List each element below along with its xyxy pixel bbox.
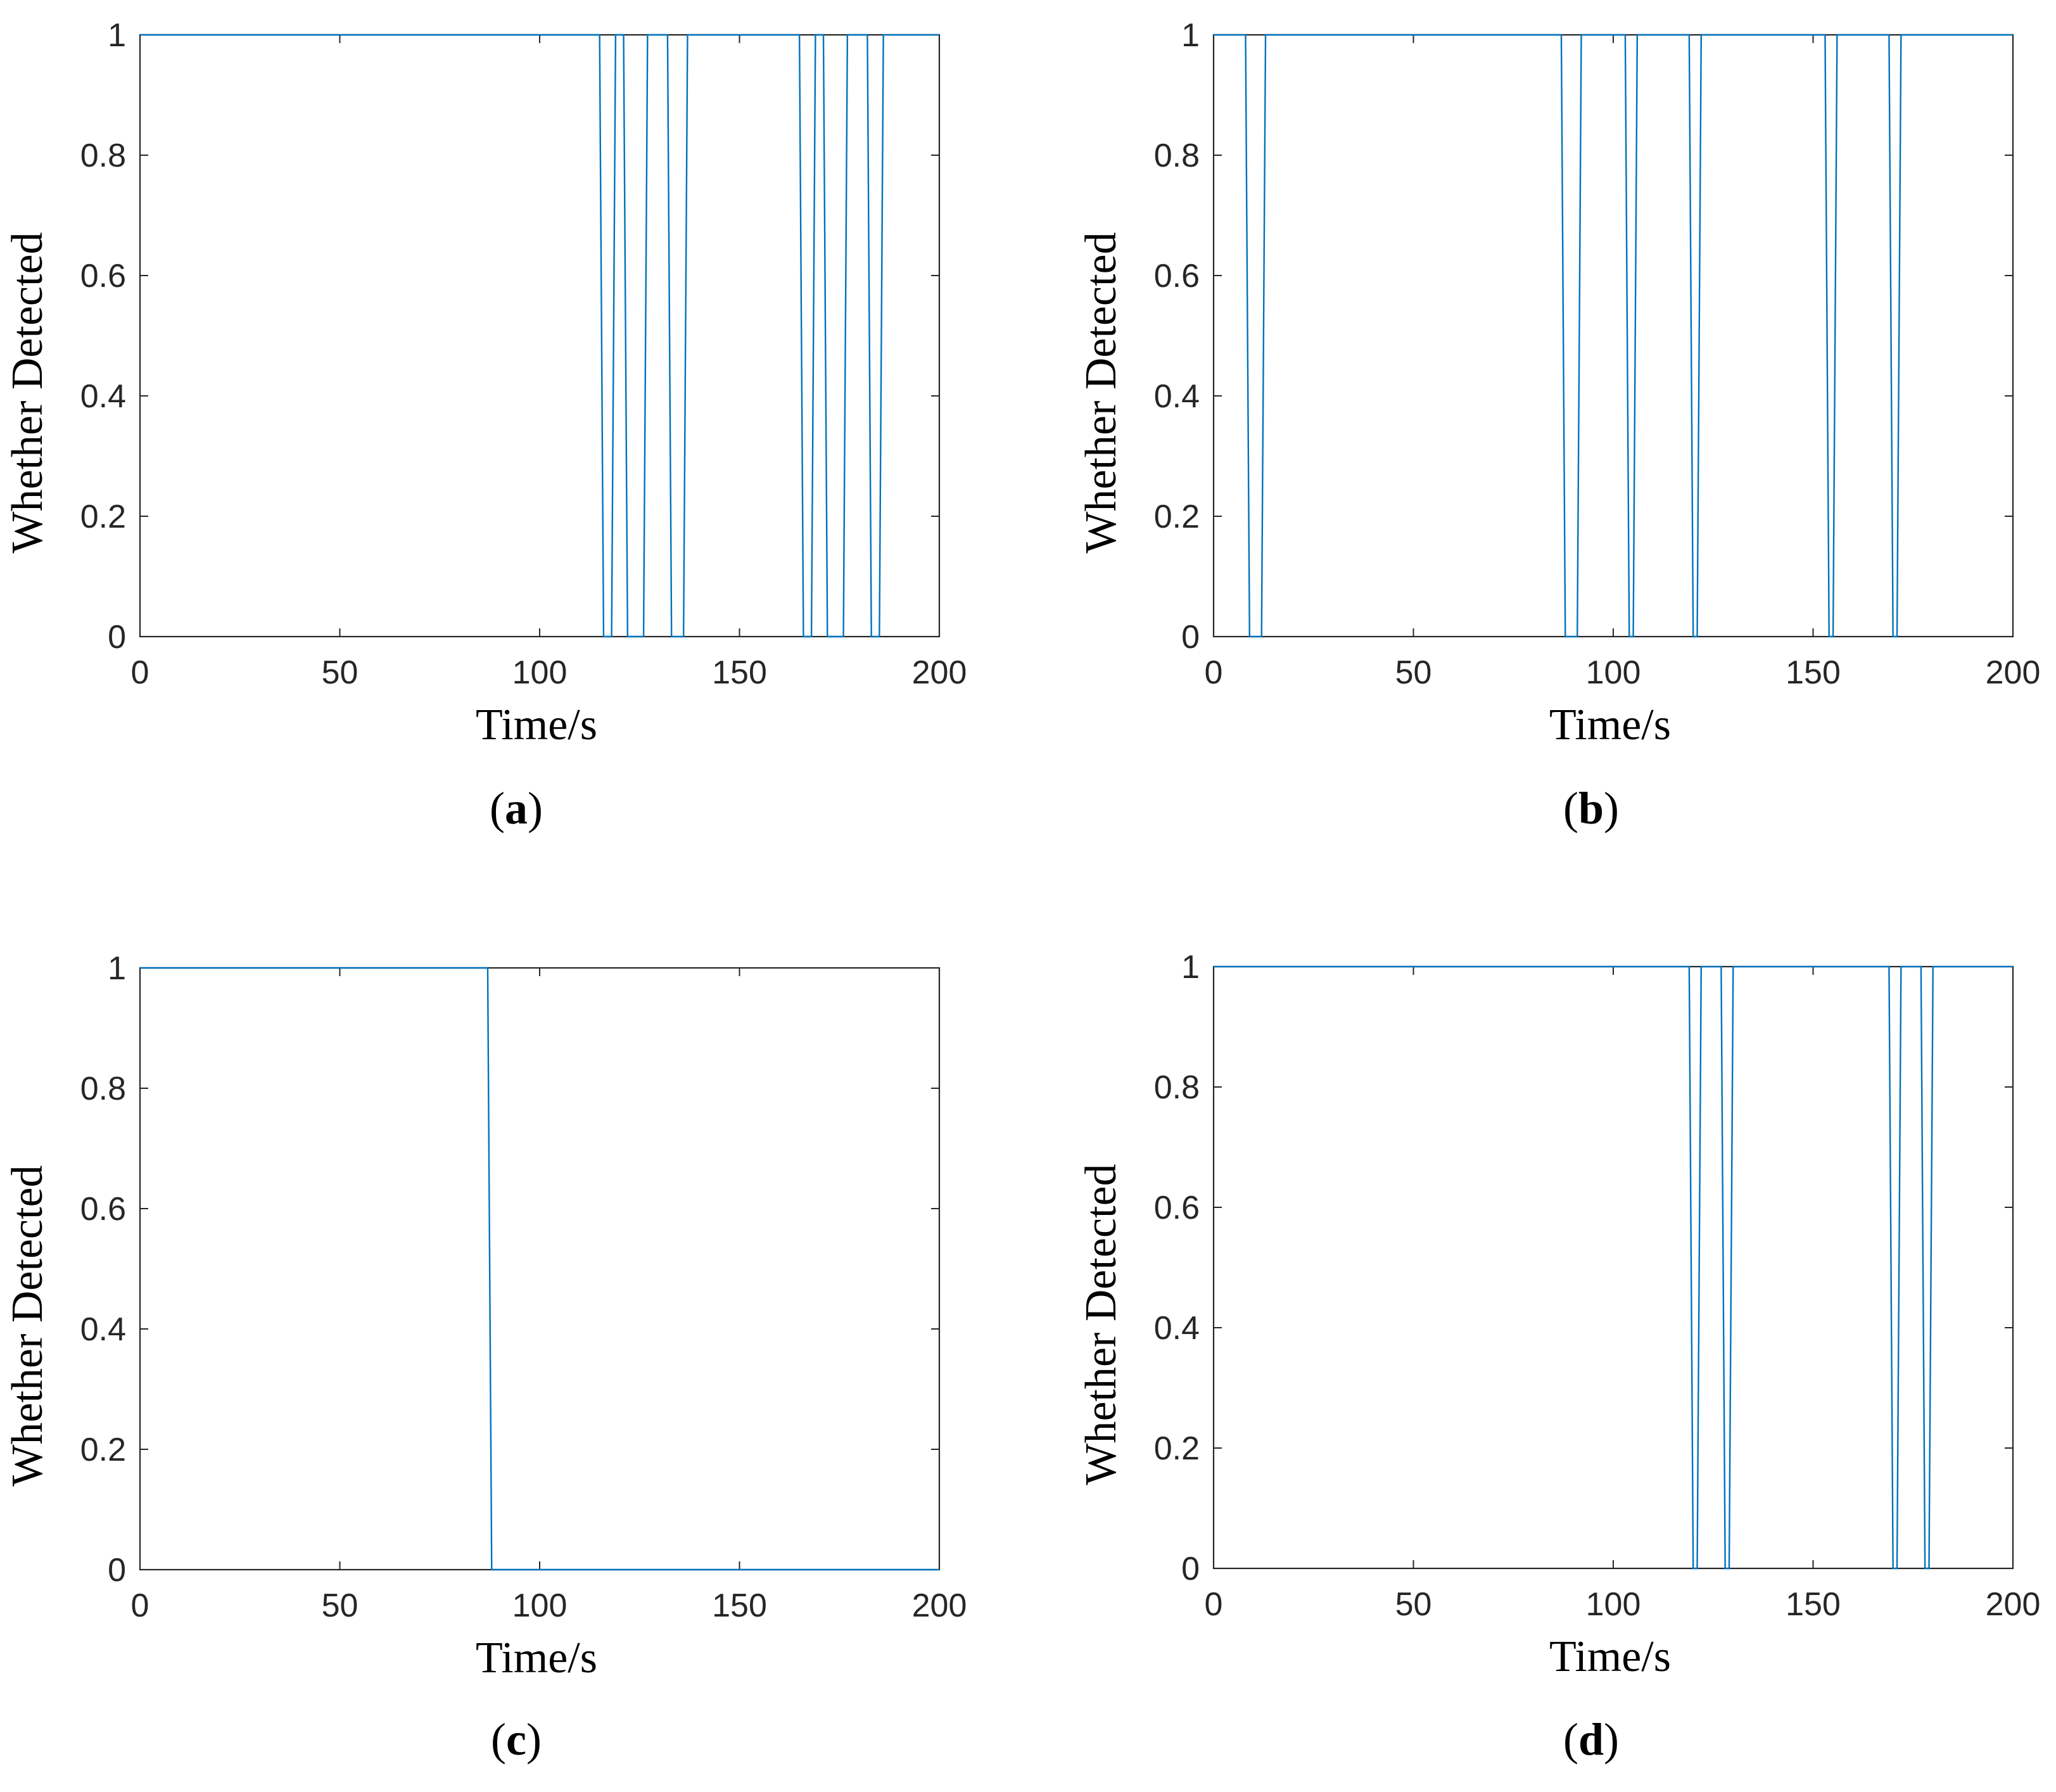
x-tick-label: 100	[1586, 1586, 1641, 1623]
panel-caption: (d)	[1563, 1714, 1619, 1765]
x-tick-label: 0	[131, 1587, 149, 1624]
y-tick-label: 1	[1181, 17, 1200, 54]
x-axis-label: Time/s	[476, 1634, 597, 1682]
x-tick-label: 150	[712, 654, 767, 691]
series-line-detection	[1214, 965, 2013, 1570]
y-tick-label: 0	[1181, 1551, 1200, 1587]
y-tick-label: 0.8	[80, 137, 126, 174]
y-tick-label: 0.4	[80, 1311, 126, 1348]
x-tick-label: 0	[1205, 1586, 1223, 1623]
panel-caption-letter: d	[1578, 1714, 1604, 1765]
x-tick-label: 50	[322, 654, 359, 691]
y-tick-label: 1	[108, 950, 126, 987]
y-tick-label: 0	[108, 619, 126, 656]
x-axis-label: Time/s	[1549, 701, 1671, 749]
series-line-detection	[140, 34, 939, 638]
x-tick-label: 150	[1786, 654, 1841, 691]
x-tick-label: 200	[1986, 1586, 2041, 1623]
panel-caption: (c)	[491, 1714, 542, 1765]
panel-a: 0 50 100 150 200 0 0.2 0.4 0.6 0.8 1 Time/s Whether …	[3, 17, 967, 834]
y-tick-label: 0.6	[80, 1191, 126, 1228]
panel-c: 0 50 100 150 200 0 0.2 0.4 0.6 0.8 1 Time/s Whether …	[3, 950, 967, 1765]
x-tick-label: 150	[1786, 1586, 1841, 1623]
x-axis-label: Time/s	[1549, 1632, 1671, 1681]
y-axis-label: Whether Detected	[1077, 1164, 1126, 1485]
y-tick-label: 0.2	[1154, 499, 1200, 535]
panel-d: 0 50 100 150 200 0 0.2 0.4 0.6 0.8 1 Time/s Whether …	[1077, 949, 2040, 1765]
axes-box	[1212, 34, 2014, 638]
y-axis-label: Whether Detected	[1077, 232, 1126, 553]
y-axis-label: Whether Detected	[3, 1165, 52, 1486]
y-tick-label: 0.4	[1154, 1310, 1200, 1347]
y-tick-label: 0.8	[1154, 1069, 1200, 1106]
y-tick-label: 1	[1181, 949, 1200, 986]
x-tick-label: 200	[912, 1587, 967, 1624]
panel-caption-letter: a	[505, 783, 528, 834]
x-tick-label: 0	[1205, 654, 1223, 691]
y-tick-label: 0.6	[1154, 258, 1200, 295]
y-tick-label: 0.2	[80, 1432, 126, 1468]
x-axis-label: Time/s	[476, 701, 597, 749]
y-axis-label: Whether Detected	[3, 232, 52, 553]
x-tick-label: 200	[912, 654, 967, 691]
y-tick-label: 0.4	[80, 378, 126, 415]
axes-box	[139, 34, 941, 638]
x-tick-label: 50	[322, 1587, 359, 1624]
axes-box	[139, 967, 941, 1571]
series-line-detection	[1214, 34, 2013, 638]
y-tick-label: 0.2	[80, 499, 126, 535]
x-tick-label: 100	[1586, 654, 1641, 691]
series-line-detection	[140, 967, 939, 1571]
panel-caption: (a)	[490, 783, 543, 834]
x-tick-label: 0	[131, 654, 149, 691]
y-tick-label: 0.6	[1154, 1190, 1200, 1226]
axes-box	[1212, 965, 2014, 1570]
y-tick-label: 0.4	[1154, 378, 1200, 415]
y-tick-label: 0.2	[1154, 1430, 1200, 1467]
y-tick-label: 0.8	[80, 1071, 126, 1107]
x-tick-label: 100	[512, 1587, 568, 1624]
y-tick-label: 0.8	[1154, 137, 1200, 174]
x-tick-label: 200	[1986, 654, 2041, 691]
x-tick-label: 150	[712, 1587, 767, 1624]
panel-caption: (b)	[1563, 783, 1619, 834]
y-tick-label: 0	[1181, 619, 1200, 656]
y-tick-label: 0.6	[80, 258, 126, 295]
x-tick-label: 50	[1395, 654, 1432, 691]
y-tick-label: 1	[108, 17, 126, 54]
y-tick-label: 0	[108, 1552, 126, 1589]
x-tick-label: 100	[512, 654, 568, 691]
panel-caption-letter: c	[506, 1714, 526, 1765]
panel-caption-letter: b	[1578, 783, 1604, 834]
x-tick-label: 50	[1395, 1586, 1432, 1623]
panel-b: 0 50 100 150 200 0 0.2 0.4 0.6 0.8 1 Time/s Whether …	[1077, 17, 2040, 834]
